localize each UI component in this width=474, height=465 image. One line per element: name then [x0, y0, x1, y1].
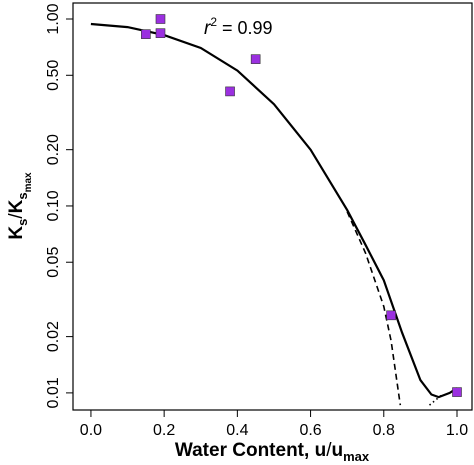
x-label-u: u	[331, 440, 343, 461]
data-point	[250, 54, 261, 64]
data-point	[225, 86, 235, 97]
y-tick-label: 0.10	[45, 190, 62, 221]
curve-solid	[90, 22, 458, 399]
data-point	[386, 310, 396, 321]
y-label-sub: max	[23, 172, 34, 192]
y-label-s1: s	[15, 219, 30, 226]
y-label-k1: K	[6, 226, 27, 240]
x-axis-label: Water Content, u/umax	[175, 440, 370, 464]
data-point	[155, 28, 166, 38]
y-tick-label: 0.05	[45, 247, 62, 278]
x-tick-label: 0.4	[226, 422, 248, 439]
y-tick-label: 0.50	[45, 60, 62, 91]
x-tick-label: 0.6	[299, 422, 321, 439]
x-label-text: Water Content, u	[175, 440, 326, 461]
curve-dotted	[428, 393, 443, 406]
x-tick-label: 0.2	[153, 422, 175, 439]
data-point	[155, 14, 166, 24]
x-tick-label: 0.0	[80, 422, 102, 439]
y-tick-label: 0.01	[45, 377, 62, 408]
annotation-var: r	[204, 18, 211, 39]
x-label-sep: /	[326, 440, 332, 461]
y-label-sep: /	[6, 213, 27, 219]
annotation-rest: = 0.99	[217, 18, 273, 38]
y-label-k2: K	[6, 199, 27, 213]
data-point	[452, 387, 462, 397]
data-point	[141, 29, 151, 39]
y-tick-label: 0.20	[45, 134, 62, 165]
y-tick-label: 0.02	[45, 321, 62, 352]
x-tick-label: 1.0	[446, 422, 468, 439]
annotation-sup: 2	[210, 15, 217, 29]
y-axis-label: Ks/Ksmax	[6, 172, 34, 240]
x-tick-label: 0.8	[373, 422, 395, 439]
plot-frame	[72, 2, 473, 411]
y-label-s2: s	[15, 192, 30, 199]
x-label-sub: max	[343, 449, 370, 464]
y-tick-label: 1.00	[45, 3, 62, 34]
curve-dashed	[346, 211, 402, 406]
annotation: r2 = 0.99	[204, 15, 273, 39]
